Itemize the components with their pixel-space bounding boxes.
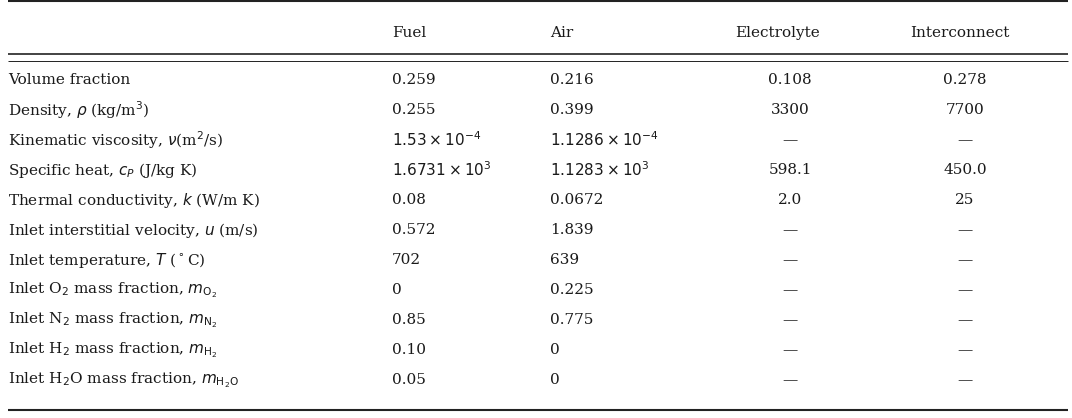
- Text: 0.259: 0.259: [392, 73, 435, 87]
- Text: $1.1283 \times 10^{3}$: $1.1283 \times 10^{3}$: [550, 161, 650, 179]
- Text: Specific heat, $c_P$ (J/kg K): Specific heat, $c_P$ (J/kg K): [8, 161, 197, 179]
- Text: 0.05: 0.05: [392, 373, 426, 387]
- Text: 0.255: 0.255: [392, 103, 435, 117]
- Text: Density, $\rho$ (kg/m$^3$): Density, $\rho$ (kg/m$^3$): [8, 99, 149, 121]
- Text: 0: 0: [392, 283, 402, 297]
- Text: Kinematic viscosity, $\nu$(m$^2$/s): Kinematic viscosity, $\nu$(m$^2$/s): [8, 129, 223, 151]
- Text: —: —: [783, 313, 798, 327]
- Text: —: —: [957, 283, 972, 297]
- Text: 0.0672: 0.0672: [550, 193, 604, 207]
- Text: —: —: [957, 223, 972, 237]
- Text: —: —: [957, 313, 972, 327]
- Text: 0.85: 0.85: [392, 313, 426, 327]
- Text: Inlet H$_2$O mass fraction, $m_{\mathrm{H_2O}}$: Inlet H$_2$O mass fraction, $m_{\mathrm{…: [8, 370, 239, 390]
- Text: Air: Air: [550, 26, 574, 40]
- Text: —: —: [783, 133, 798, 147]
- Text: —: —: [783, 373, 798, 387]
- Text: $1.1286 \times 10^{-4}$: $1.1286 \times 10^{-4}$: [550, 131, 658, 149]
- Text: 7700: 7700: [946, 103, 984, 117]
- Text: 598.1: 598.1: [769, 163, 812, 177]
- Text: —: —: [783, 343, 798, 357]
- Text: 450.0: 450.0: [943, 163, 987, 177]
- Text: $1.6731 \times 10^{3}$: $1.6731 \times 10^{3}$: [392, 161, 492, 179]
- Text: 2.0: 2.0: [778, 193, 802, 207]
- Text: —: —: [957, 253, 972, 267]
- Text: 0.10: 0.10: [392, 343, 426, 357]
- Text: Inlet temperature, $T$ ($^\circ$C): Inlet temperature, $T$ ($^\circ$C): [8, 250, 206, 270]
- Text: 639: 639: [550, 253, 579, 267]
- Text: 25: 25: [955, 193, 974, 207]
- Text: —: —: [957, 373, 972, 387]
- Text: 0.278: 0.278: [943, 73, 986, 87]
- Text: 0.399: 0.399: [550, 103, 594, 117]
- Text: 0: 0: [550, 373, 560, 387]
- Text: 3300: 3300: [771, 103, 809, 117]
- Text: Inlet O$_2$ mass fraction, $m_{\mathrm{O}_2}$: Inlet O$_2$ mass fraction, $m_{\mathrm{O…: [8, 280, 218, 300]
- Text: 0.08: 0.08: [392, 193, 426, 207]
- Text: 0.775: 0.775: [550, 313, 594, 327]
- Text: —: —: [783, 253, 798, 267]
- Text: Electrolyte: Electrolyte: [735, 26, 820, 40]
- Text: Thermal conductivity, $k$ (W/m K): Thermal conductivity, $k$ (W/m K): [8, 191, 260, 209]
- Text: —: —: [957, 133, 972, 147]
- Text: Volume fraction: Volume fraction: [8, 73, 131, 87]
- Text: 0.225: 0.225: [550, 283, 594, 297]
- Text: 1.839: 1.839: [550, 223, 594, 237]
- Text: Inlet N$_2$ mass fraction, $m_{\mathrm{N}_2}$: Inlet N$_2$ mass fraction, $m_{\mathrm{N…: [8, 310, 218, 330]
- Text: 0.216: 0.216: [550, 73, 594, 87]
- Text: 0: 0: [550, 343, 560, 357]
- Text: Fuel: Fuel: [392, 26, 427, 40]
- Text: 0.108: 0.108: [769, 73, 812, 87]
- Text: —: —: [783, 223, 798, 237]
- Text: $1.53 \times 10^{-4}$: $1.53 \times 10^{-4}$: [392, 131, 481, 149]
- Text: Inlet H$_2$ mass fraction, $m_{\mathrm{H}_2}$: Inlet H$_2$ mass fraction, $m_{\mathrm{H…: [8, 340, 218, 360]
- Text: 702: 702: [392, 253, 421, 267]
- Text: Interconnect: Interconnect: [910, 26, 1010, 40]
- Text: —: —: [957, 343, 972, 357]
- Text: —: —: [783, 283, 798, 297]
- Text: 0.572: 0.572: [392, 223, 435, 237]
- Text: Inlet interstitial velocity, $u$ (m/s): Inlet interstitial velocity, $u$ (m/s): [8, 221, 258, 240]
